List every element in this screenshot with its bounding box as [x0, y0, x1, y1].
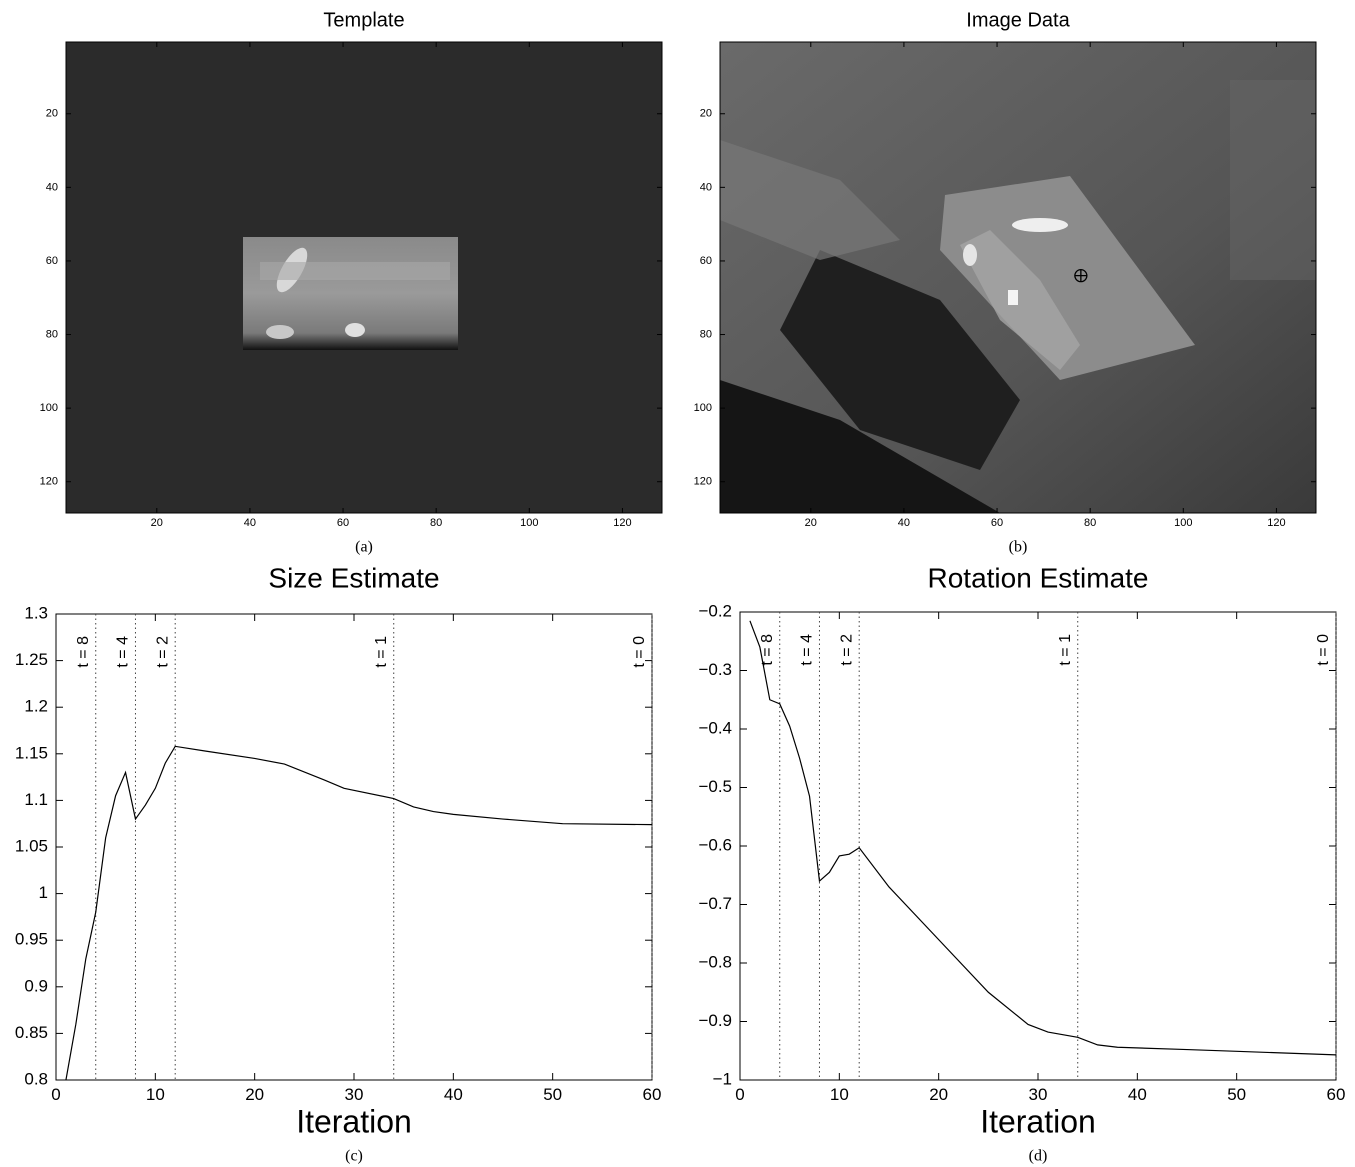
y-tick-label: 60: [46, 255, 58, 267]
x-tick-label: 100: [520, 517, 538, 529]
x-tick-label: 80: [430, 517, 442, 529]
plot-frame: [65, 41, 663, 514]
x-tick-label: 30: [345, 1085, 364, 1104]
caption: (c): [345, 1148, 363, 1165]
x-tick-label: 20: [805, 517, 817, 529]
x-tick-label: 10: [146, 1085, 165, 1104]
annotation-label: t = 0: [1315, 634, 1332, 666]
x-tick-label: 60: [991, 517, 1003, 529]
target-marker: [1074, 269, 1088, 283]
panel: 0 10 20 30 40 50 60 0.8 0.85 0.9 0.95 1 1.05 1.1 1.15 1…: [15, 562, 662, 1164]
y-tick-label: 60: [700, 255, 712, 267]
y-tick-label: 80: [46, 328, 58, 340]
marker-cross: [1074, 269, 1087, 282]
x-tick-label: 80: [1084, 517, 1096, 529]
scene-image: [720, 42, 1316, 513]
x-axis-label: Iteration: [296, 1103, 412, 1139]
y-tick-label: 0.95: [15, 930, 48, 949]
x-tick-label: 30: [1029, 1085, 1048, 1104]
plot-frame: [719, 41, 1317, 514]
annotation-label: t = 2: [838, 634, 855, 666]
y-tick-label: 1.05: [15, 836, 48, 855]
chart-title: Image Data: [966, 9, 1070, 31]
annotation-label: t = 0: [631, 636, 648, 668]
x-tick-label: 120: [1267, 517, 1285, 529]
y-tick-label: 80: [700, 328, 712, 340]
x-axis-label: Iteration: [980, 1103, 1096, 1139]
x-tick-label: 20: [151, 517, 163, 529]
x-tick-label: 60: [1327, 1085, 1346, 1104]
y-tick-label: 1.15: [15, 743, 48, 762]
y-tick-label: −0.9: [698, 1011, 732, 1030]
y-tick-label: 20: [46, 108, 58, 120]
annotation-label: t = 8: [75, 636, 92, 668]
annotation-label: t = 4: [115, 636, 132, 668]
y-tick-label: 20: [700, 108, 712, 120]
annotation-label: t = 2: [154, 636, 171, 668]
y-tick-label: 0.9: [24, 976, 48, 995]
y-tick-label: 1.3: [24, 603, 48, 622]
y-tick-label: −0.7: [698, 894, 732, 913]
annotation-label: t = 8: [759, 634, 776, 666]
y-tick-label: 120: [40, 476, 58, 488]
y-tick-label: 0.85: [15, 1023, 48, 1042]
panel: 20 40 60 80 100 120 20 40 60 80 100 120 Template (a): [40, 9, 663, 556]
x-tick-label: 0: [735, 1085, 744, 1104]
y-tick-label: 0.8: [24, 1069, 48, 1088]
x-tick-label: 60: [643, 1085, 662, 1104]
y-tick-label: −0.3: [698, 660, 732, 679]
x-tick-label: 100: [1174, 517, 1192, 529]
x-tick-label: 120: [613, 517, 631, 529]
caption: (b): [1009, 539, 1028, 556]
caption: (a): [355, 539, 373, 556]
x-tick-label: 40: [898, 517, 910, 529]
annotation-label: t = 1: [373, 636, 390, 668]
plot-frame: [739, 611, 1337, 1081]
y-tick-label: 40: [700, 181, 712, 193]
x-tick-label: 20: [245, 1085, 264, 1104]
y-tick-label: 100: [40, 402, 58, 414]
x-tick-label: 20: [929, 1085, 948, 1104]
y-tick-label: 1.1: [24, 790, 48, 809]
x-tick-label: 50: [543, 1085, 562, 1104]
y-tick-label: −0.4: [698, 718, 732, 737]
x-tick-label: 50: [1227, 1085, 1246, 1104]
y-tick-label: −1: [713, 1069, 732, 1088]
chart-title: Size Estimate: [268, 562, 439, 593]
y-tick-label: −0.8: [698, 952, 732, 971]
y-tick-label: 1.2: [24, 697, 48, 716]
annotation-label: t = 4: [799, 634, 816, 666]
y-tick-label: 100: [694, 402, 712, 414]
data-line: [749, 620, 1337, 1056]
y-tick-label: −0.6: [698, 835, 732, 854]
template-image: [66, 42, 662, 513]
annotation-label: t = 1: [1057, 634, 1074, 666]
x-tick-label: 40: [244, 517, 256, 529]
panel: 0 10 20 30 40 50 60 −1 −0.9 −0.8 −0.7 −0.6 −0.5 −0.4 −…: [698, 562, 1345, 1164]
y-tick-label: 40: [46, 181, 58, 193]
chart-title: Rotation Estimate: [928, 562, 1149, 593]
data-line: [65, 745, 653, 1081]
y-tick-label: 1.25: [15, 650, 48, 669]
x-tick-label: 0: [51, 1085, 60, 1104]
chart-title: Template: [323, 9, 404, 31]
y-tick-label: −0.5: [698, 777, 732, 796]
y-tick-label: 1: [39, 883, 48, 902]
panel: 20 40 60 80 100 120 20 40 60 80 100 120 Image Data (b…: [694, 9, 1317, 556]
y-tick-label: −0.2: [698, 601, 732, 620]
x-tick-label: 40: [444, 1085, 463, 1104]
plot-frame: [55, 613, 653, 1081]
x-tick-label: 10: [830, 1085, 849, 1104]
caption: (d): [1029, 1148, 1048, 1165]
x-tick-label: 40: [1128, 1085, 1147, 1104]
y-tick-label: 120: [694, 476, 712, 488]
x-tick-label: 60: [337, 517, 349, 529]
